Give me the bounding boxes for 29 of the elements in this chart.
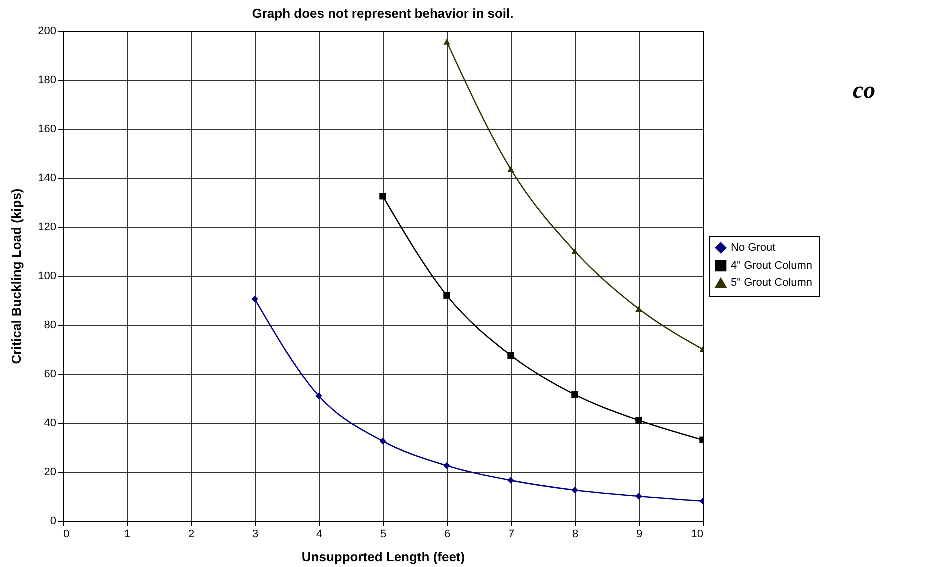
y-tick-label: 20 <box>44 466 56 478</box>
x-tick-label: 8 <box>572 528 579 540</box>
y-tick-label: 40 <box>44 418 56 430</box>
x-tick-label: 6 <box>444 528 451 540</box>
y-axis-title: Critical Buckling Load (kips) <box>9 188 24 364</box>
legend-label: 5" Grout Column <box>731 277 813 289</box>
x-tick-label: 7 <box>508 528 515 540</box>
x-tick-label: 2 <box>188 528 195 540</box>
y-tick-label: 100 <box>38 270 56 282</box>
legend-label: 4" Grout Column <box>731 260 813 272</box>
x-axis-title: Unsupported Length (feet) <box>302 550 466 564</box>
x-tick-label: 3 <box>252 528 259 540</box>
chart-title: Graph does not represent behavior in soil. <box>252 6 514 21</box>
text: co <box>853 78 876 104</box>
x-tick-label: 5 <box>380 528 387 540</box>
x-tick-label: 1 <box>124 528 131 540</box>
x-tick-label: 4 <box>316 528 323 540</box>
y-tick-label: 60 <box>44 368 56 380</box>
y-tick-label: 180 <box>38 74 56 86</box>
y-tick-label: 80 <box>44 320 56 332</box>
legend-label: No Grout <box>731 242 776 254</box>
y-tick-label: 160 <box>38 124 56 136</box>
y-tick-label: 140 <box>38 172 56 184</box>
x-tick-label: 0 <box>64 528 70 540</box>
y-tick-label: 200 <box>38 26 56 38</box>
y-tick-label: 120 <box>38 222 56 234</box>
x-tick-label: 9 <box>636 528 643 540</box>
y-tick-label: 0 <box>50 516 56 528</box>
x-tick-label: 10 <box>691 528 704 540</box>
